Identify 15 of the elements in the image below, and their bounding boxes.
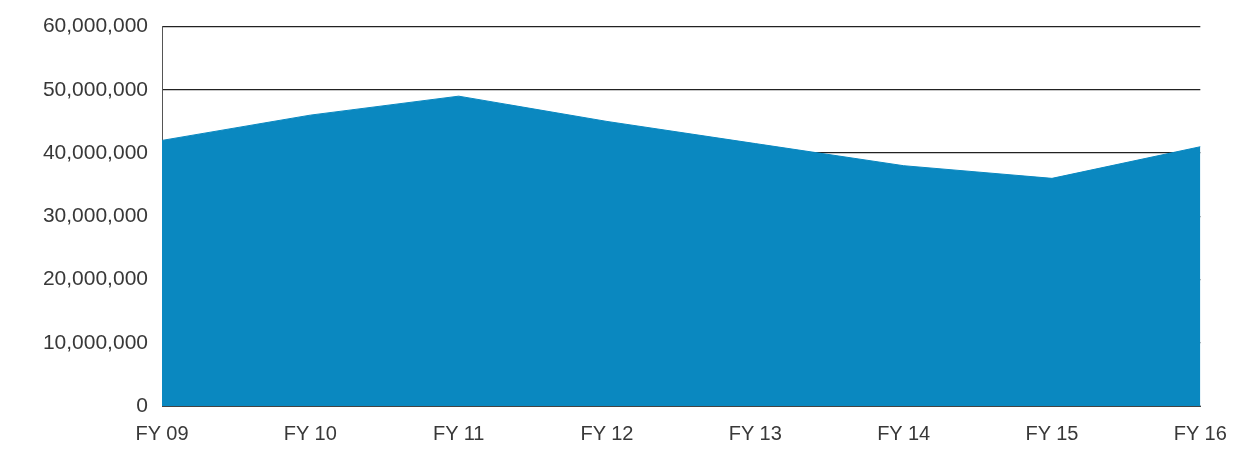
y-tick-label: 20,000,000	[42, 266, 148, 290]
x-tick-label: FY 15	[1025, 421, 1079, 444]
y-tick-label: 60,000,000	[42, 13, 148, 37]
y-tick-label: 0	[136, 392, 148, 416]
x-tick-label: FY 09	[135, 421, 189, 444]
x-tick-label: FY 16	[1173, 421, 1227, 444]
x-tick-label: FY 14	[877, 421, 931, 444]
x-tick-label: FY 12	[580, 421, 634, 444]
x-tick-label: FY 11	[432, 421, 485, 444]
y-tick-label: 50,000,000	[42, 76, 148, 100]
y-tick-label: 10,000,000	[42, 329, 148, 353]
x-tick-label: FY 13	[728, 421, 782, 444]
x-tick-label: FY 10	[283, 421, 337, 444]
y-tick-label: 40,000,000	[42, 139, 148, 163]
y-tick-label: 30,000,000	[42, 203, 148, 227]
